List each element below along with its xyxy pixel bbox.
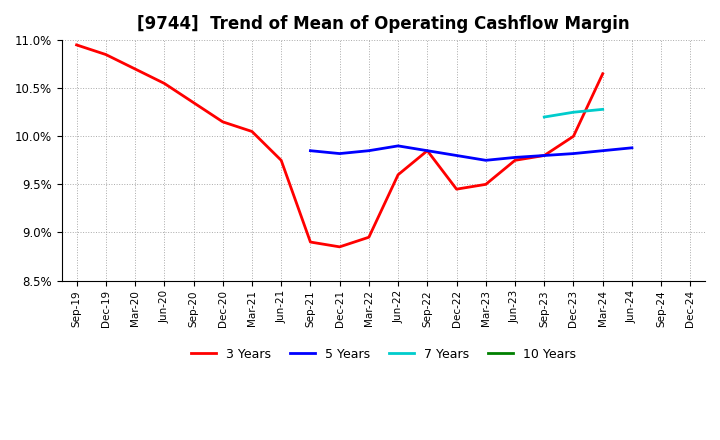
Legend: 3 Years, 5 Years, 7 Years, 10 Years: 3 Years, 5 Years, 7 Years, 10 Years — [186, 343, 581, 366]
Title: [9744]  Trend of Mean of Operating Cashflow Margin: [9744] Trend of Mean of Operating Cashfl… — [138, 15, 630, 33]
